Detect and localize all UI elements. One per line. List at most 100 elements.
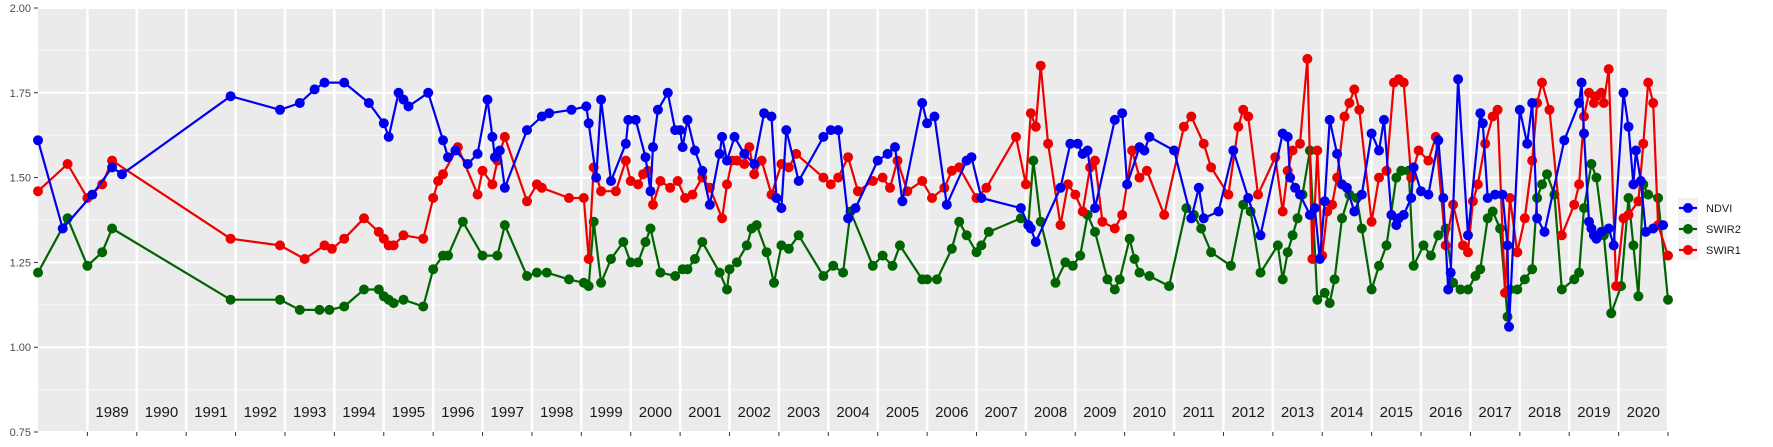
data-point-swir2 [1633, 291, 1644, 302]
data-point-swir2 [1556, 284, 1567, 295]
data-point-swir1 [1413, 145, 1424, 156]
data-point-swir2 [499, 220, 510, 231]
data-point-swir1 [877, 172, 888, 183]
data-point-swir2 [1277, 274, 1288, 285]
data-point-swir2 [1124, 233, 1135, 244]
series-swir2 [33, 145, 1673, 322]
data-point-swir1 [472, 189, 483, 200]
data-point-ndvi [1623, 121, 1634, 132]
data-point-swir2 [1512, 284, 1523, 295]
data-point-swir1 [981, 182, 992, 193]
data-point-swir2 [1329, 274, 1340, 285]
data-point-ndvi [697, 165, 708, 176]
year-label: 1995 [392, 404, 425, 421]
data-point-swir2 [922, 274, 933, 285]
year-label: 2000 [639, 404, 672, 421]
data-point-ndvi [640, 152, 651, 163]
data-point-swir1 [1381, 165, 1392, 176]
year-label: 2017 [1478, 404, 1511, 421]
data-point-ndvi [776, 203, 787, 214]
data-point-swir2 [1312, 294, 1323, 305]
data-point-ndvi [1502, 240, 1513, 251]
data-point-ndvi [1015, 203, 1026, 214]
data-point-swir1 [1339, 111, 1350, 122]
data-point-ndvi [319, 77, 330, 88]
data-point-swir2 [1374, 260, 1384, 271]
data-point-swir2 [1663, 294, 1673, 305]
data-point-swir1 [477, 165, 488, 176]
data-point-swir2 [983, 226, 994, 237]
data-point-swir2 [314, 304, 325, 315]
data-point-swir1 [1492, 104, 1503, 115]
data-point-ndvi [33, 135, 43, 146]
data-point-swir2 [1579, 203, 1589, 214]
data-point-ndvi [1576, 77, 1587, 88]
data-point-swir1 [825, 179, 836, 190]
year-label: 2008 [1034, 404, 1067, 421]
data-point-swir1 [739, 159, 750, 169]
year-label: 1990 [145, 404, 178, 421]
year-label: 1989 [95, 404, 128, 421]
data-point-swir1 [1025, 108, 1036, 119]
data-point-swir2 [583, 281, 594, 292]
data-point-swir2 [1643, 189, 1654, 200]
data-point-swir2 [1542, 169, 1552, 180]
year-label: 1992 [244, 404, 277, 421]
data-point-ndvi [1490, 189, 1501, 200]
y-axis: 0.75 1.00 1.25 1.50 1.75 2.00 [10, 3, 38, 439]
year-label: 2012 [1231, 404, 1264, 421]
data-point-ndvi [662, 87, 673, 98]
data-point-swir1 [1159, 209, 1170, 220]
data-point-ndvi [1438, 193, 1449, 203]
data-point-swir2 [1090, 226, 1100, 237]
data-point-ndvi [1213, 206, 1224, 217]
data-point-ndvi [771, 193, 782, 203]
series-swir1 [33, 53, 1673, 298]
data-point-swir2 [324, 304, 335, 315]
data-point-swir1 [62, 159, 73, 169]
data-point-swir2 [531, 267, 542, 278]
data-point-swir1 [620, 155, 631, 166]
data-point-swir1 [1097, 216, 1108, 227]
data-point-swir2 [741, 240, 752, 251]
data-point-swir2 [97, 247, 108, 258]
data-point-swir1 [1206, 162, 1217, 173]
data-point-ndvi [1285, 172, 1296, 183]
data-point-ndvi [499, 182, 510, 193]
data-point-swir2 [867, 260, 878, 271]
data-point-ndvi [1603, 223, 1614, 234]
data-point-swir1 [428, 193, 439, 203]
data-point-swir2 [976, 240, 987, 251]
data-point-swir2 [1164, 281, 1175, 292]
data-point-ndvi [890, 142, 900, 153]
data-point-ndvi [897, 196, 908, 207]
year-label: 2001 [688, 404, 721, 421]
data-point-ndvi [1255, 230, 1266, 241]
data-point-swir1 [917, 176, 928, 186]
data-point-swir1 [1287, 145, 1298, 156]
data-point-swir1 [610, 186, 621, 197]
data-point-ndvi [487, 131, 498, 142]
data-point-ndvi [781, 125, 792, 136]
data-point-ndvi [714, 148, 725, 159]
data-point-swir1 [583, 254, 594, 264]
year-label: 2015 [1380, 404, 1413, 421]
data-point-swir1 [1134, 172, 1145, 183]
data-point-swir1 [843, 152, 854, 163]
data-point-swir2 [1381, 240, 1392, 251]
data-point-ndvi [1198, 213, 1209, 224]
data-point-swir2 [477, 250, 488, 261]
data-point-ndvi [1559, 135, 1570, 146]
data-point-ndvi [1539, 226, 1550, 237]
data-point-ndvi [1243, 193, 1254, 203]
data-point-swir2 [1050, 277, 1061, 288]
data-point-ndvi [872, 155, 883, 166]
data-point-swir2 [877, 250, 888, 261]
data-point-ndvi [596, 94, 607, 105]
year-label: 2007 [984, 404, 1017, 421]
data-point-swir2 [1418, 240, 1429, 251]
y-tick-label: 1.75 [10, 88, 31, 100]
data-point-swir1 [1603, 64, 1614, 75]
legend-item-swir2: SWIR2 [1678, 219, 1741, 239]
data-point-ndvi [443, 152, 453, 163]
